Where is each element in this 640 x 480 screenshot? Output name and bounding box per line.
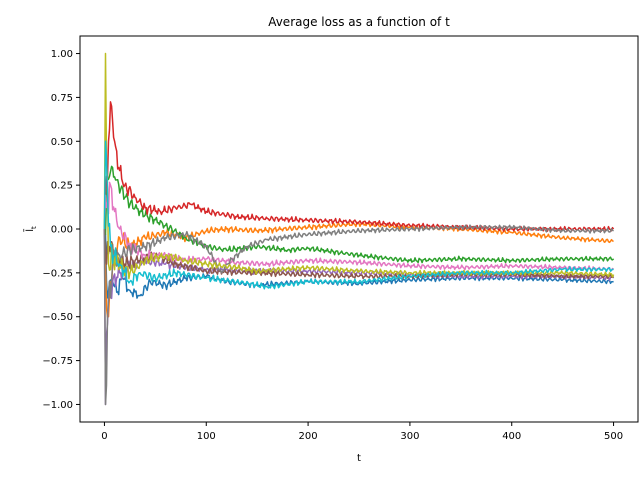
- y-tick-label: 0.75: [51, 93, 73, 104]
- x-tick-label: 300: [400, 431, 419, 442]
- x-tick-label: 400: [502, 431, 521, 442]
- y-tick-label: 1.00: [51, 49, 73, 60]
- y-axis-label-subscript: t: [30, 226, 38, 229]
- series-line-8: [103, 224, 614, 406]
- x-axis-label: t: [357, 453, 361, 464]
- y-tick-label: −0.25: [42, 268, 73, 279]
- series-line-7: [103, 181, 615, 272]
- series-line-1: [103, 228, 614, 299]
- y-axis-label-symbol: l̄: [23, 229, 36, 232]
- series-line-6: [103, 228, 615, 280]
- x-axis-ticks: 0 100 200 300 400 500: [101, 422, 623, 442]
- y-tick-label: −0.50: [42, 312, 73, 323]
- x-tick-label: 200: [299, 431, 318, 442]
- y-tick-label: 0.50: [51, 137, 73, 148]
- y-tick-label: −0.75: [42, 356, 73, 367]
- y-tick-label: 0.00: [51, 225, 73, 236]
- x-tick-label: 0: [101, 431, 107, 442]
- y-tick-label: −1.00: [42, 400, 73, 411]
- svg-text:l̄t: l̄t: [23, 226, 38, 232]
- chart-title: Average loss as a function of t: [268, 15, 450, 29]
- series-line-9: [103, 52, 615, 280]
- plot-area: [103, 52, 615, 406]
- x-tick-label: 100: [197, 431, 216, 442]
- x-tick-label: 500: [604, 431, 623, 442]
- series-line-10: [103, 140, 614, 290]
- series-line-4: [103, 101, 615, 232]
- y-tick-label: 0.25: [51, 181, 73, 192]
- y-axis-ticks: −1.00 −0.75 −0.50 −0.25 0.00 0.25 0.50 0.75 1.00: [42, 49, 80, 411]
- y-axis-label: l̄t: [23, 226, 38, 232]
